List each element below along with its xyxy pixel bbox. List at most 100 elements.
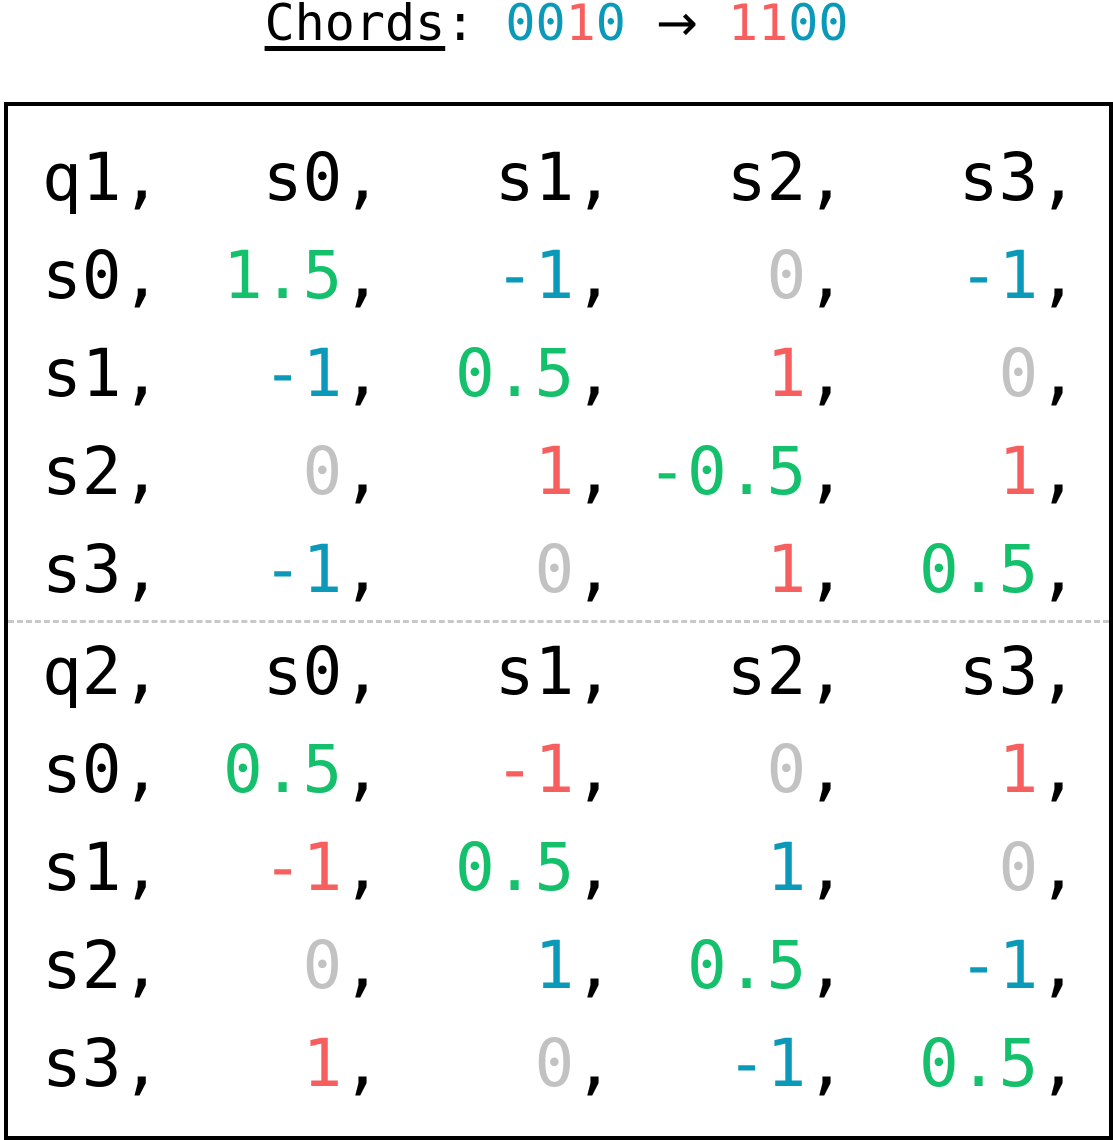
column-header-value: s1 (494, 139, 575, 216)
chords-title: Chords: 0010 → 1100 (0, 0, 1113, 52)
row-label-value: s1 (42, 829, 122, 906)
matrix-row: s1, -1, 0.5, 1, 0, (8, 334, 1109, 432)
matrix-cell-value: -1 (726, 1025, 807, 1102)
cell-comma: , (121, 927, 162, 1004)
matrix-row: s2, 0, 1, 0.5, -1, (8, 926, 1109, 1024)
matrix-cell-value: 1 (766, 531, 807, 608)
row-label-value: s2 (42, 433, 122, 510)
cell-comma: , (342, 829, 382, 906)
from-bit: 1 (565, 0, 596, 52)
matrix-cell: 0, (414, 1024, 615, 1104)
matrix-cell: 0, (646, 236, 847, 316)
cell-comma: , (342, 139, 382, 216)
column-header-value: s2 (726, 139, 807, 216)
matrix-frame: q1, s0, s1, s2, s3, s0, 1.5, -1, 0, -1, s1, -1, 0.5,… (4, 102, 1113, 1140)
cell-comma: , (1038, 237, 1078, 314)
matrix-cell: -1, (182, 530, 382, 610)
matrix-cell: -1, (182, 334, 382, 414)
column-header-value: s3 (958, 633, 1039, 710)
cell-comma: , (806, 433, 846, 510)
cell-comma: , (574, 829, 614, 906)
matrix-cell: 0.5, (182, 730, 382, 810)
matrix-header-row: q1, s0, s1, s2, s3, (8, 138, 1109, 236)
matrix-cell: 0, (646, 730, 847, 810)
matrix-cell-value: -1 (262, 531, 343, 608)
matrix-block-q2: q2, s0, s1, s2, s3, s0, 0.5, -1, 0, 1, s1, -1, 0.5, 1… (8, 632, 1109, 1122)
cell-comma: , (574, 139, 614, 216)
row-label: s3, (42, 530, 182, 610)
matrix-cell: 1, (646, 828, 847, 908)
cell-comma: , (806, 237, 846, 314)
cell-comma: , (574, 927, 614, 1004)
column-header: s1, (414, 138, 614, 218)
matrix-row: s1, -1, 0.5, 1, 0, (8, 828, 1109, 926)
matrix-cell-value: 0.5 (919, 1025, 1039, 1102)
cell-comma: , (1038, 335, 1078, 412)
matrix-cell-value: 0 (534, 1025, 575, 1102)
matrix-cell: -1, (414, 236, 614, 316)
cell-comma: , (121, 237, 162, 314)
matrix-block-q1: q1, s0, s1, s2, s3, s0, 1.5, -1, 0, -1, s1, -1, 0.5,… (8, 138, 1109, 628)
matrix-cell-value: 1 (998, 433, 1039, 510)
from-bit: 0 (505, 0, 536, 52)
column-header-value: s2 (726, 633, 807, 710)
row-label-value: s0 (42, 237, 122, 314)
column-header-value: s0 (262, 633, 343, 710)
matrix-qubit-label-value: q1 (42, 139, 122, 216)
cell-comma: , (342, 531, 382, 608)
matrix-cell: -1, (414, 730, 614, 810)
title-separator: : (445, 0, 476, 52)
cell-comma: , (121, 1025, 162, 1102)
cell-comma: , (574, 633, 614, 710)
cell-comma: , (806, 731, 846, 808)
matrix-cell-value: -1 (494, 237, 575, 314)
matrix-cell: 0, (414, 530, 615, 610)
matrix-cell-value: -1 (958, 927, 1039, 1004)
cell-comma: , (574, 237, 614, 314)
row-label-value: s1 (42, 335, 122, 412)
matrix-cell: 0, (182, 432, 383, 512)
cell-comma: , (806, 139, 846, 216)
cell-comma: , (1038, 829, 1078, 906)
matrix-cell-value: 1.5 (223, 237, 343, 314)
matrix-cell-value: -1 (958, 237, 1039, 314)
cell-comma: , (574, 531, 614, 608)
matrix-cell: 0.5, (414, 334, 614, 414)
cell-comma: , (121, 731, 162, 808)
matrix-cell: -1, (878, 926, 1078, 1006)
matrix-cell-value: -1 (262, 335, 343, 412)
cell-comma: , (806, 927, 846, 1004)
matrix-cell: 0.5, (414, 828, 614, 908)
matrix-row: s0, 0.5, -1, 0, 1, (8, 730, 1109, 828)
matrix-cell: -0.5, (646, 432, 846, 512)
cell-comma: , (806, 335, 846, 412)
column-header: s0, (182, 138, 382, 218)
matrix-cell-value: 0 (302, 927, 343, 1004)
row-label-value: s0 (42, 731, 122, 808)
matrix-cell-value: 0.5 (687, 927, 807, 1004)
matrix-cell-value: -0.5 (647, 433, 807, 510)
matrix-cell: -1, (182, 828, 382, 908)
matrix-cell-value: 1 (534, 433, 575, 510)
cell-comma: , (574, 433, 614, 510)
matrix-cell-value: 1 (766, 335, 807, 412)
cell-comma: , (342, 633, 382, 710)
row-label: s3, (42, 1024, 182, 1104)
cell-comma: , (574, 1025, 614, 1102)
column-header-value: s0 (262, 139, 343, 216)
column-header: s2, (646, 632, 846, 712)
cell-comma: , (1038, 139, 1078, 216)
matrix-cell-value: 0 (766, 237, 807, 314)
row-label: s1, (42, 334, 182, 414)
arrow-right-icon: → (655, 0, 698, 52)
matrix-cell: 1, (878, 730, 1079, 810)
cell-comma: , (342, 237, 382, 314)
matrix-cell: 1.5, (182, 236, 382, 316)
column-header: s3, (878, 138, 1078, 218)
matrix-qubit-label-value: q2 (42, 633, 122, 710)
matrix-cell-value: 1 (998, 731, 1039, 808)
row-label: s2, (42, 926, 182, 1006)
column-header-value: s1 (494, 633, 575, 710)
from-bit: 0 (535, 0, 566, 52)
cell-comma: , (121, 139, 162, 216)
